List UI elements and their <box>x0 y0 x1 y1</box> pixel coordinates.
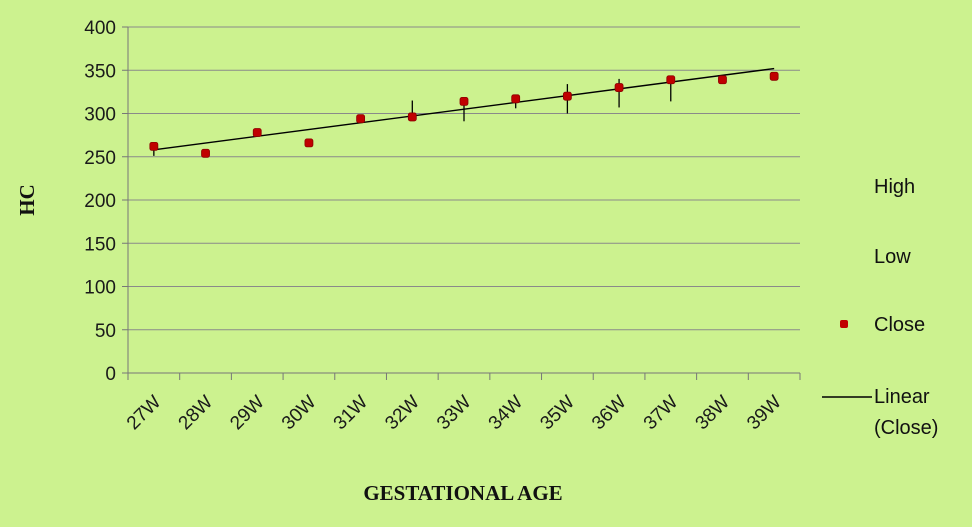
y-tick-label: 250 <box>84 148 116 169</box>
legend-label-linear-line: (Close) <box>874 417 938 439</box>
grid-layer <box>128 26 800 331</box>
legend-label-linear-line: Linear <box>874 386 930 408</box>
y-tick-label: 350 <box>84 61 116 82</box>
close-point <box>511 94 521 104</box>
close-point <box>562 91 572 101</box>
y-tick-label: 150 <box>84 234 116 255</box>
x-tick-label: 37W <box>640 392 683 435</box>
close-point <box>666 75 676 85</box>
x-axis-title: GESTATIONAL AGE <box>363 481 562 505</box>
series-layer <box>149 67 779 158</box>
x-tick-label: 31W <box>330 392 373 435</box>
x-tick-label: 32W <box>381 392 424 435</box>
legend-marker-close <box>840 320 848 328</box>
close-point <box>614 83 624 92</box>
trendline-linear-close <box>153 67 775 151</box>
legend-label-linear-close: Linear (Close) <box>874 386 938 439</box>
x-tick-label: 28W <box>175 392 218 435</box>
close-point <box>304 138 314 148</box>
close-point <box>407 112 417 122</box>
x-tick-label: 38W <box>692 392 735 435</box>
y-axis-title: HC <box>15 184 39 216</box>
close-point <box>149 141 159 151</box>
legend-label-high: High <box>874 176 915 198</box>
y-tick-label: 0 <box>105 364 116 385</box>
y-tick-label: 50 <box>95 321 116 342</box>
close-point <box>718 75 727 85</box>
close-point <box>201 148 210 158</box>
y-tick-label: 300 <box>84 105 116 126</box>
x-tick-label: 29W <box>226 392 269 435</box>
legend-label-close: Close <box>874 314 925 336</box>
x-tick-label: 35W <box>536 392 579 435</box>
y-tick-label: 400 <box>84 18 116 39</box>
close-point <box>769 71 779 81</box>
x-tick-label: 30W <box>278 392 321 435</box>
close-point <box>356 114 366 124</box>
x-tick-label: 27W <box>123 392 166 435</box>
x-tick-label: 34W <box>485 392 528 435</box>
x-tick-label: 36W <box>588 392 631 435</box>
y-tick-label: 100 <box>84 278 116 299</box>
legend-label-low: Low <box>874 246 911 268</box>
y-tick-label: 200 <box>84 191 116 212</box>
close-point <box>459 96 469 106</box>
close-point <box>252 128 262 137</box>
x-tick-label: 39W <box>743 392 786 435</box>
legend: High Low Close Linear (Close) <box>822 176 938 439</box>
x-tick-label: 33W <box>433 392 476 435</box>
